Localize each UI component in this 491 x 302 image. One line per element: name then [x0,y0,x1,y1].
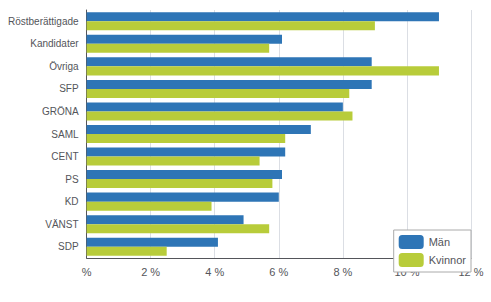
svg-text:PS: PS [65,174,79,185]
svg-text:%: % [82,266,92,278]
svg-text:8 %: 8 % [333,266,352,278]
svg-text:Röstberättigade: Röstberättigade [8,16,79,27]
svg-text:2 %: 2 % [141,266,160,278]
svg-text:SFP: SFP [59,83,79,94]
svg-text:CENT: CENT [51,151,78,162]
svg-text:Kandidater: Kandidater [30,38,79,49]
svg-text:Män: Män [429,236,450,248]
svg-text:SAML: SAML [51,129,79,140]
svg-text:Kvinnor: Kvinnor [429,254,467,266]
svg-text:KD: KD [65,196,79,207]
svg-text:Övriga: Övriga [49,61,79,72]
svg-text:VÄNST: VÄNST [45,219,78,230]
svg-text:6 %: 6 % [269,266,288,278]
svg-text:4 %: 4 % [205,266,224,278]
svg-text:SDP: SDP [58,241,79,252]
svg-text:GRÖNA: GRÖNA [42,106,79,117]
